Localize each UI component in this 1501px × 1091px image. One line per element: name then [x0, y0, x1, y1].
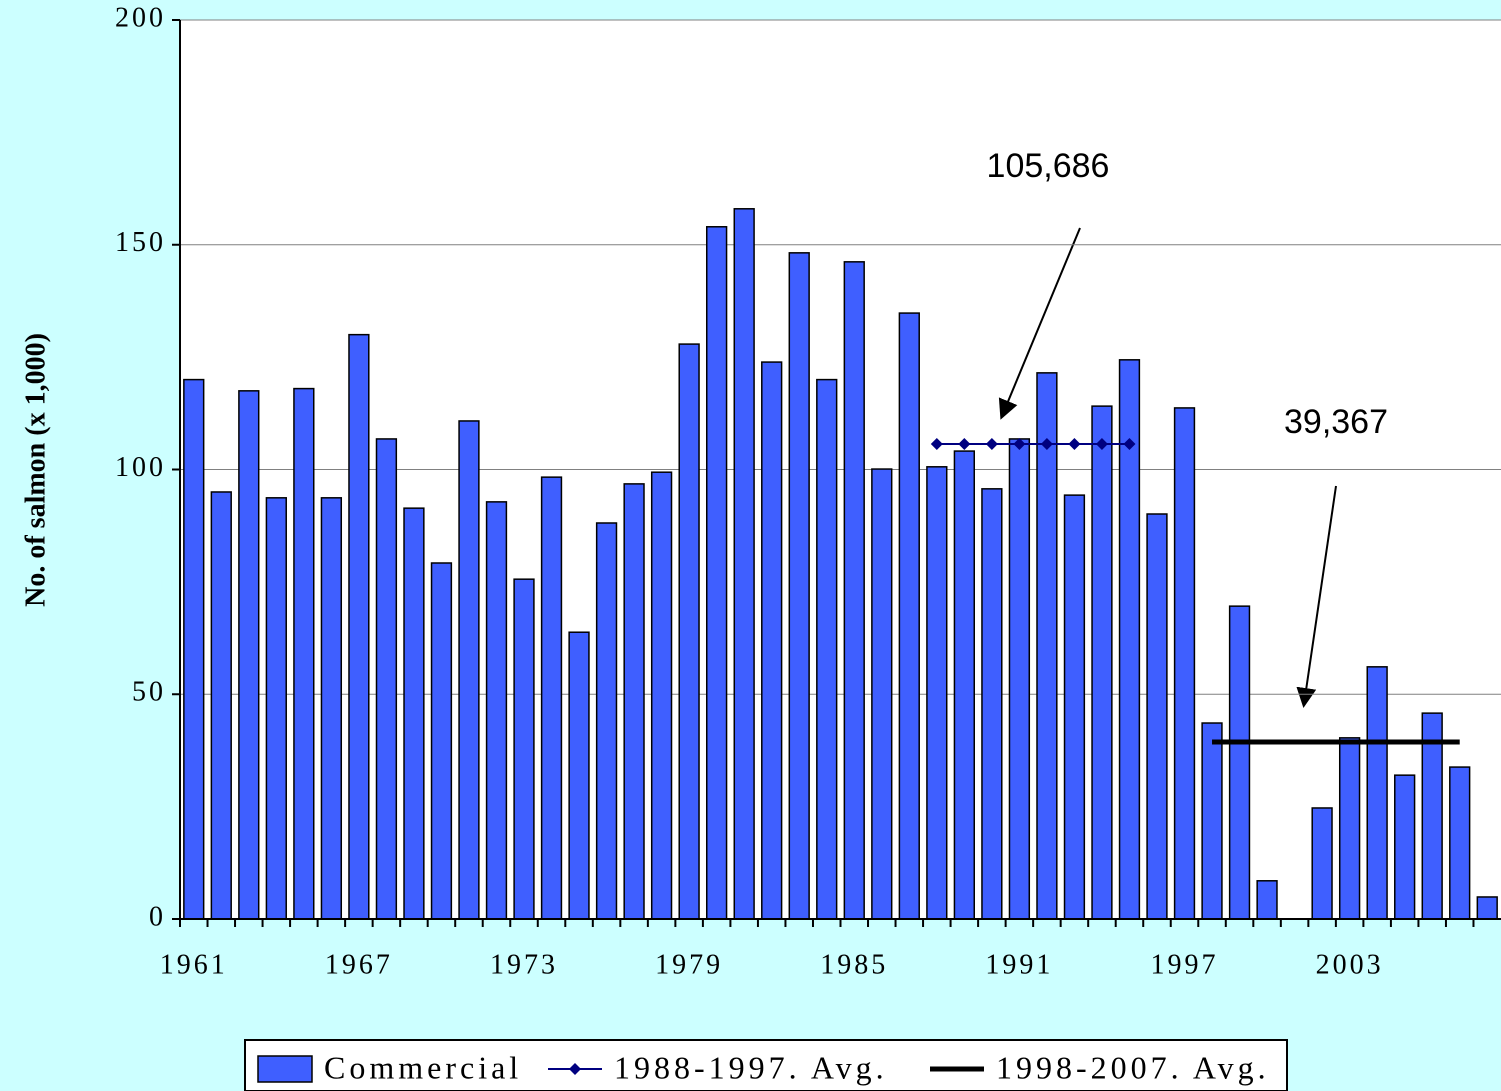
bar: [871, 468, 893, 920]
legend: [244, 1039, 1288, 1091]
marker: [1095, 437, 1108, 450]
marker: [1013, 437, 1026, 450]
arrow: [998, 227, 1081, 420]
y-tick-label: 100: [115, 452, 166, 483]
y-tick-label: 200: [115, 2, 166, 33]
x-tick-label: 1985: [820, 949, 888, 980]
bar: [430, 562, 453, 920]
legend-label: 1998-2007. Avg.: [996, 1049, 1270, 1085]
arrow: [1296, 485, 1337, 708]
legend-marker: [569, 1063, 581, 1075]
bar: [485, 501, 508, 920]
bar: [843, 261, 865, 920]
bar: [568, 631, 590, 920]
x-tick-label: 2003: [1316, 949, 1384, 980]
x-tick-label: 1979: [655, 949, 723, 980]
legend-swatch: [257, 1055, 313, 1083]
bar: [678, 343, 700, 920]
bar: [458, 420, 480, 920]
bar: [1146, 513, 1168, 920]
bar: [1008, 438, 1031, 920]
bar: [375, 438, 398, 920]
bar: [1366, 666, 1388, 920]
y-tick-label: 50: [132, 677, 166, 708]
bar: [1311, 807, 1333, 920]
bar: [705, 226, 728, 920]
marker: [1040, 437, 1053, 450]
marker: [958, 437, 971, 450]
annotation: 39,367: [1284, 403, 1388, 441]
bar: [238, 390, 260, 920]
bar: [403, 507, 425, 920]
bar: [1476, 896, 1498, 920]
bar: [981, 488, 1003, 920]
x-tick-label: 1961: [160, 949, 228, 980]
x-tick-label: 1991: [985, 949, 1053, 980]
y-tick-label: 0: [149, 901, 166, 932]
legend-label: Commercial: [324, 1049, 522, 1085]
bar: [1338, 737, 1361, 920]
y-tick-label: 150: [115, 227, 166, 258]
x-tick-label: 1967: [325, 949, 393, 980]
marker: [985, 437, 998, 450]
legend-label: 1988-1997. Avg.: [614, 1049, 888, 1085]
bar: [926, 466, 948, 920]
bar: [953, 450, 976, 920]
bar: [816, 378, 838, 920]
bar: [650, 471, 673, 920]
bar: [1394, 774, 1416, 920]
x-tick-label: 1973: [490, 949, 558, 980]
bar: [761, 361, 783, 920]
bar: [1201, 722, 1223, 920]
bar: [1256, 880, 1278, 920]
bar: [898, 312, 920, 920]
bar: [1036, 372, 1058, 920]
bar: [1449, 766, 1471, 920]
bar: [540, 476, 563, 920]
bar: [788, 252, 810, 920]
marker: [930, 437, 943, 450]
bar: [265, 497, 287, 920]
bar: [1228, 605, 1251, 920]
x-tick-label: 1997: [1151, 949, 1219, 980]
marker: [1123, 437, 1136, 450]
bar: [293, 387, 315, 920]
bar: [210, 491, 232, 920]
marker: [1068, 437, 1081, 450]
bar: [183, 378, 205, 920]
bar: [1173, 407, 1196, 920]
bar: [595, 522, 618, 920]
y-axis-label: No. of salmon (x 1,000): [20, 333, 51, 607]
bar: [623, 483, 645, 920]
annotation: 105,686: [987, 147, 1110, 185]
bar: [320, 497, 343, 920]
bar: [348, 333, 370, 920]
bar: [733, 208, 755, 920]
bar: [513, 578, 535, 920]
bar: [1091, 405, 1113, 920]
bar: [1063, 494, 1086, 920]
